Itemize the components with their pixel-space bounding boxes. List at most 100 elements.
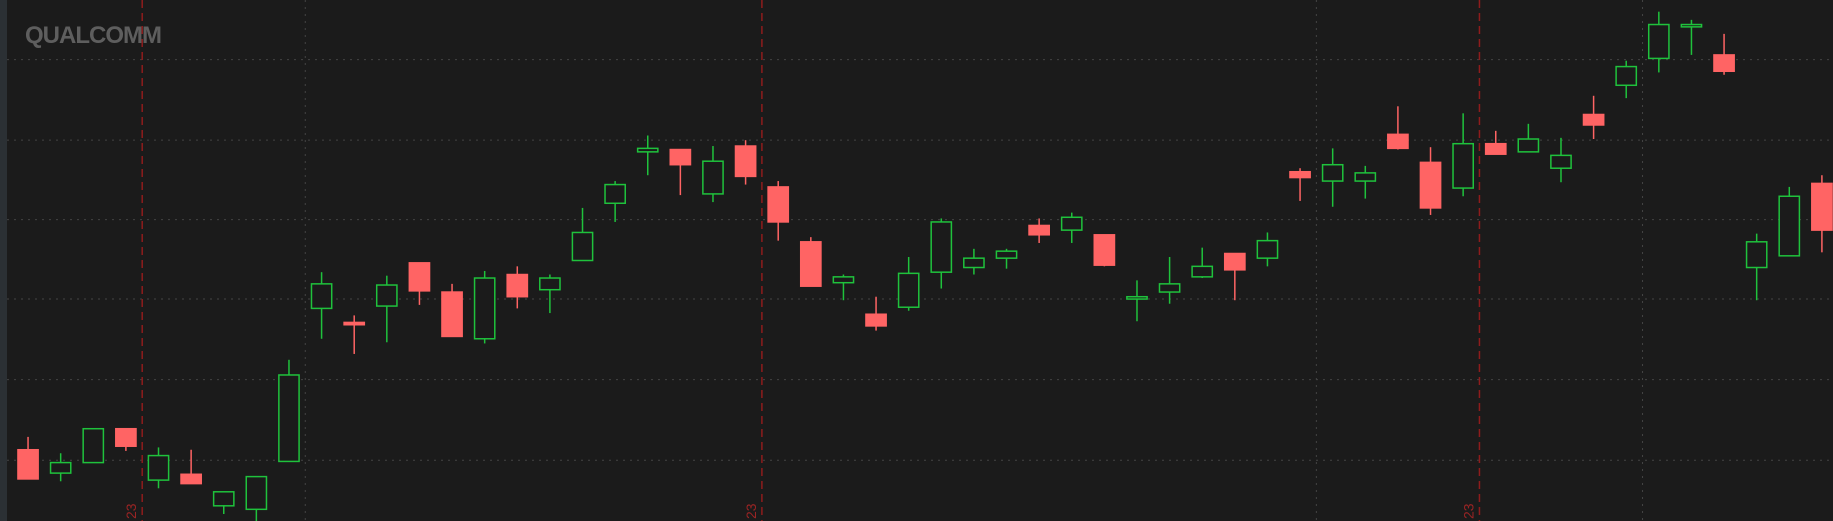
candle-body <box>702 160 724 195</box>
candle <box>1615 60 1638 99</box>
candle-body <box>571 231 594 262</box>
candle-body <box>1419 161 1442 209</box>
candle <box>832 274 855 301</box>
candle <box>408 262 431 305</box>
candle <box>1256 232 1279 267</box>
candle <box>930 218 953 289</box>
candle <box>995 248 1018 269</box>
markers: 23 23 23 <box>123 0 1481 521</box>
candle-body <box>604 183 626 205</box>
candle-body <box>441 291 463 338</box>
candle-body <box>245 475 268 511</box>
candle <box>702 146 724 203</box>
candle-body <box>212 491 235 507</box>
candle <box>180 449 202 485</box>
candle <box>865 296 887 331</box>
candle <box>636 135 659 176</box>
candle-body <box>767 186 790 223</box>
candle <box>506 266 529 309</box>
candle-body <box>1321 163 1344 182</box>
candle <box>82 427 105 464</box>
period-label: 23 <box>1460 503 1476 519</box>
candle-body <box>17 448 39 480</box>
candle <box>278 359 300 463</box>
candle-body <box>49 461 72 474</box>
left-border <box>0 0 7 521</box>
candle-body <box>832 276 855 284</box>
candle <box>1452 113 1474 197</box>
candles <box>17 11 1833 521</box>
candle <box>245 475 268 521</box>
candle-body <box>1256 239 1279 259</box>
candle-body <box>1550 154 1572 169</box>
candle-body <box>1126 295 1148 300</box>
candle <box>343 315 366 354</box>
candle <box>212 491 235 514</box>
candle-body <box>1484 142 1507 155</box>
period-label: 23 <box>123 503 139 519</box>
candle <box>571 207 594 262</box>
candle <box>1517 123 1540 153</box>
candle <box>604 181 626 222</box>
candle <box>767 181 790 241</box>
candle-body <box>1060 216 1083 231</box>
candle-body <box>506 273 529 298</box>
candle <box>1387 106 1409 150</box>
candle-body <box>799 241 822 287</box>
candle-body <box>1811 182 1833 231</box>
candle <box>147 447 170 489</box>
candle <box>1158 256 1181 304</box>
candle <box>1745 233 1768 301</box>
candle-body <box>278 374 300 463</box>
candle-body <box>1354 172 1377 182</box>
candle-body <box>865 313 887 327</box>
candle-body <box>1778 195 1801 257</box>
candle-body <box>1582 113 1605 126</box>
candle-body <box>539 277 561 291</box>
candle-body <box>1517 138 1540 153</box>
candle <box>1223 252 1246 301</box>
candle-body <box>1387 133 1409 150</box>
candle <box>1028 218 1050 243</box>
candle <box>17 436 39 480</box>
candle <box>963 248 985 275</box>
candle-body <box>82 427 105 464</box>
candle <box>375 275 398 343</box>
candle-body <box>310 283 333 310</box>
candle <box>1811 175 1833 253</box>
candle <box>799 237 822 287</box>
candle-body <box>669 148 692 166</box>
candle <box>1550 137 1572 183</box>
candle-body <box>963 257 985 269</box>
grid <box>7 0 1833 521</box>
candle <box>1060 212 1083 243</box>
candle-body <box>147 454 170 481</box>
candle <box>897 256 920 311</box>
candle <box>1778 186 1801 257</box>
candle <box>473 271 496 344</box>
candle <box>1321 148 1344 207</box>
candle-body <box>1158 283 1181 293</box>
candle-body <box>343 321 366 326</box>
candle-body <box>1713 54 1735 73</box>
candle-body <box>1223 252 1246 271</box>
candle <box>115 427 137 451</box>
period-label: 23 <box>743 503 759 519</box>
candle <box>669 148 692 196</box>
candle-body <box>375 284 398 307</box>
candle-body <box>1745 241 1768 269</box>
candle-body <box>180 473 202 485</box>
candle-body <box>115 427 137 447</box>
candle-body <box>1093 234 1116 266</box>
candle-body <box>1191 265 1214 278</box>
candle <box>539 274 561 314</box>
logo: QUALCOMM <box>25 22 161 49</box>
candle <box>310 272 333 339</box>
candle <box>1582 95 1605 140</box>
candle-body <box>1289 170 1311 179</box>
candle-body <box>636 147 659 153</box>
candle-body <box>1680 23 1703 28</box>
